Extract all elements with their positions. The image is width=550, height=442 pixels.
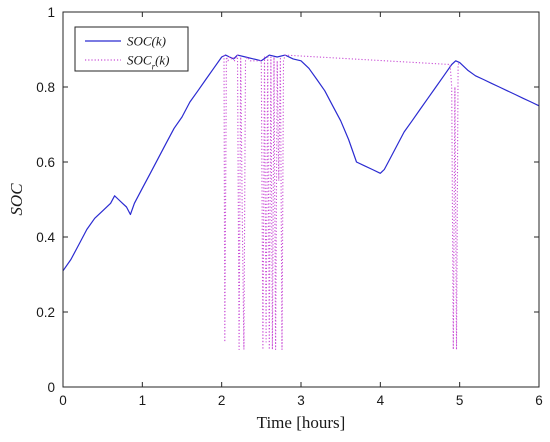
y-tick-label: 0.4: [36, 230, 55, 245]
x-axis-ticks: 0 1 2 3 4 5 6: [59, 12, 543, 408]
legend-entry-label: SOC(k): [127, 34, 166, 49]
x-tick-label: 2: [218, 393, 226, 408]
legend-entry-label: SOCr(k): [127, 53, 170, 72]
x-tick-label: 5: [456, 393, 464, 408]
series-line-soc-k-: [62, 54, 540, 272]
legend: SOC(k) SOCr(k): [74, 26, 189, 72]
y-axis-ticks: 0 0.2 0.4 0.6 0.8 1: [36, 5, 539, 395]
x-tick-label: 1: [139, 393, 147, 408]
y-tick-label: 0.2: [36, 305, 55, 320]
x-tick-label: 4: [377, 393, 385, 408]
y-tick-label: 0: [47, 380, 55, 395]
x-tick-label: 0: [59, 393, 67, 408]
x-tick-label: 6: [535, 393, 543, 408]
y-axis-label: SOC: [7, 183, 26, 216]
series-layer: [62, 54, 540, 351]
x-tick-label: 3: [297, 393, 305, 408]
y-tick-label: 1: [47, 5, 55, 20]
x-axis-label: Time [hours]: [257, 413, 346, 432]
y-tick-label: 0.8: [36, 80, 55, 95]
legend-box: [74, 26, 189, 72]
y-tick-label: 0.6: [36, 155, 55, 170]
plot-area: [63, 12, 539, 387]
